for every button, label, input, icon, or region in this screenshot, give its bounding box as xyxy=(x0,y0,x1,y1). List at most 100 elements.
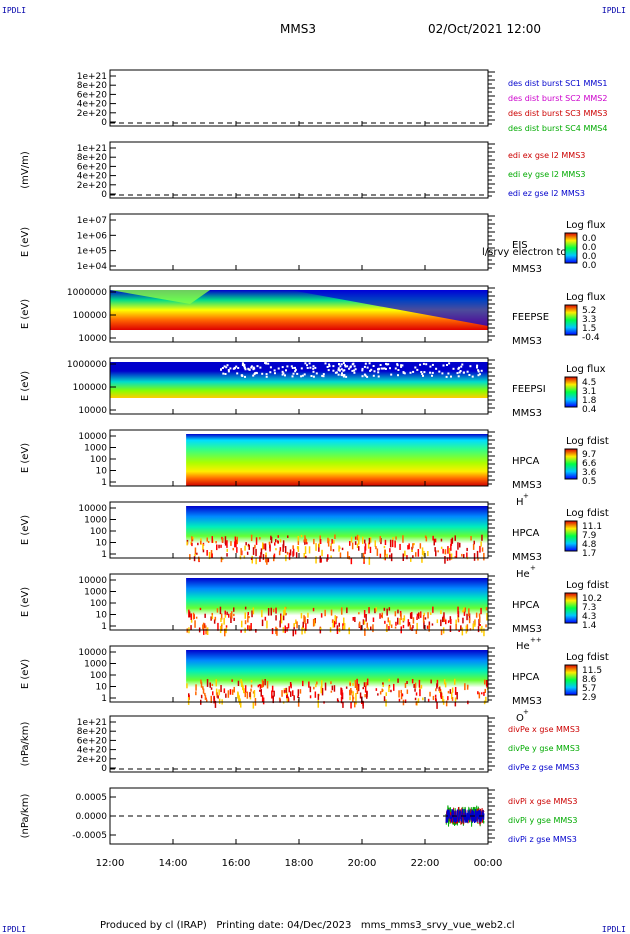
hpca-speckle xyxy=(398,698,401,702)
feepsi-gap-pixel xyxy=(353,365,356,368)
hpca-speckle xyxy=(307,612,309,618)
hpca-speckle xyxy=(392,537,394,540)
hpca-speckle xyxy=(415,701,418,706)
hpca-speckle xyxy=(400,693,403,700)
hpca-speckle xyxy=(395,621,397,626)
feepsi-gap-pixel xyxy=(252,366,255,369)
feepsi-gap-pixel xyxy=(462,371,465,374)
hpca-speckle xyxy=(350,536,353,543)
feepsi-gap-pixel xyxy=(294,366,296,369)
hpca-speckle xyxy=(341,547,344,551)
feepsi-gap-pixel xyxy=(383,367,386,370)
hpca-speckle xyxy=(218,544,220,549)
hpca-speckle xyxy=(381,612,383,619)
hpca-speckle xyxy=(199,607,202,611)
hpca-speckle xyxy=(350,690,353,694)
hpca-speckle xyxy=(221,557,224,560)
hpca-speckle xyxy=(202,549,205,553)
feepsi-gap-pixel xyxy=(332,365,335,368)
hpca-speckle xyxy=(309,686,312,693)
hpca-speckle xyxy=(317,693,320,700)
hpca-speckle xyxy=(450,618,452,625)
panel-frame xyxy=(109,141,489,199)
hpca-speckle xyxy=(415,692,418,696)
feepsi-gap-pixel xyxy=(340,363,343,366)
hpca-speckle xyxy=(292,545,294,549)
instrument-spacecraft: MMS3 xyxy=(512,264,542,275)
hpca-speckle xyxy=(240,679,242,684)
hpca-speckle xyxy=(379,691,382,695)
hpca-speckle xyxy=(223,688,226,694)
hpca-speckle xyxy=(430,679,432,684)
hpca-speckle xyxy=(264,679,266,686)
hpca-speckle xyxy=(423,612,425,616)
feepsi-gap-pixel xyxy=(389,367,391,370)
hpca-speckle xyxy=(349,696,351,701)
feepsi-gap-pixel xyxy=(306,364,308,367)
hpca-speckle xyxy=(484,688,486,693)
feepsi-gap-pixel xyxy=(255,371,258,374)
hpca-speckle xyxy=(327,537,329,544)
hpca-speckle xyxy=(440,610,442,614)
feepsi-gap-pixel xyxy=(363,365,366,368)
hpca-speckle xyxy=(426,625,429,629)
colorbar-title: Log fdist xyxy=(566,580,609,591)
hpca-speckle xyxy=(377,693,379,696)
ylabel: E (eV) xyxy=(20,299,31,329)
hpca-speckle xyxy=(252,702,255,709)
hpca-speckle xyxy=(442,548,444,554)
feepsi-gap-pixel xyxy=(312,367,315,370)
hpca-speckle xyxy=(267,608,270,616)
feepsi-gap-pixel xyxy=(310,375,313,377)
hpca-speckle xyxy=(338,622,340,627)
hpca-speckle xyxy=(406,555,408,560)
hpca-speckle xyxy=(244,545,246,551)
feepsi-gap-pixel xyxy=(412,370,415,373)
hpca-speckle xyxy=(461,553,463,557)
hpca-speckle xyxy=(272,695,274,704)
hpca-speckle xyxy=(229,689,232,695)
hpca-speckle xyxy=(384,557,386,561)
hpca-speckle xyxy=(358,612,360,615)
hpca-speckle xyxy=(364,539,366,544)
feepsi-gap-pixel xyxy=(301,374,304,377)
hpca-speckle xyxy=(257,684,260,688)
hpca-speckle xyxy=(417,698,420,703)
hpca-speckle xyxy=(336,698,339,702)
hpca-speckle xyxy=(202,686,204,690)
feepsi-gap-pixel xyxy=(368,362,371,365)
hpca-speckle xyxy=(431,623,434,626)
hpca-speckle xyxy=(230,541,232,546)
hpca-speckle xyxy=(390,553,393,562)
feepsi-gap-pixel xyxy=(235,365,238,368)
hpca-speckle xyxy=(288,552,291,559)
hpca-speckle xyxy=(304,616,306,624)
feepsi-gap-pixel xyxy=(281,370,284,373)
feepsi-gap-pixel xyxy=(254,372,257,375)
hpca-speckle xyxy=(337,700,339,703)
hpca-speckle xyxy=(260,552,262,559)
hpca-speckle xyxy=(425,536,428,542)
hpca-speckle xyxy=(415,629,418,634)
colorbar xyxy=(564,664,578,696)
hpca-speckle xyxy=(336,616,338,619)
hpca-speckle xyxy=(304,628,306,634)
hpca-speckle xyxy=(305,623,307,631)
hpca-speckle xyxy=(341,689,343,698)
hpca-speckle xyxy=(218,698,221,704)
hpca-speckle xyxy=(449,553,451,561)
hpca-speckle xyxy=(352,683,354,686)
hpca-speckle xyxy=(197,542,199,546)
feepsi-gap-pixel xyxy=(322,373,325,376)
feepsi-gap-pixel xyxy=(300,367,303,370)
hpca-speckle xyxy=(366,622,368,629)
hpca-speckle xyxy=(439,688,441,691)
hpca-speckle xyxy=(477,626,480,633)
hpca-speckle xyxy=(456,692,458,700)
hpca-speckle xyxy=(330,545,332,552)
hpca-speckle xyxy=(458,629,460,632)
hpca-speckle xyxy=(275,615,277,621)
hpca-speckle xyxy=(200,694,203,699)
ytick-label: 1000 xyxy=(84,516,107,526)
feepsi-gap-pixel xyxy=(423,371,426,374)
